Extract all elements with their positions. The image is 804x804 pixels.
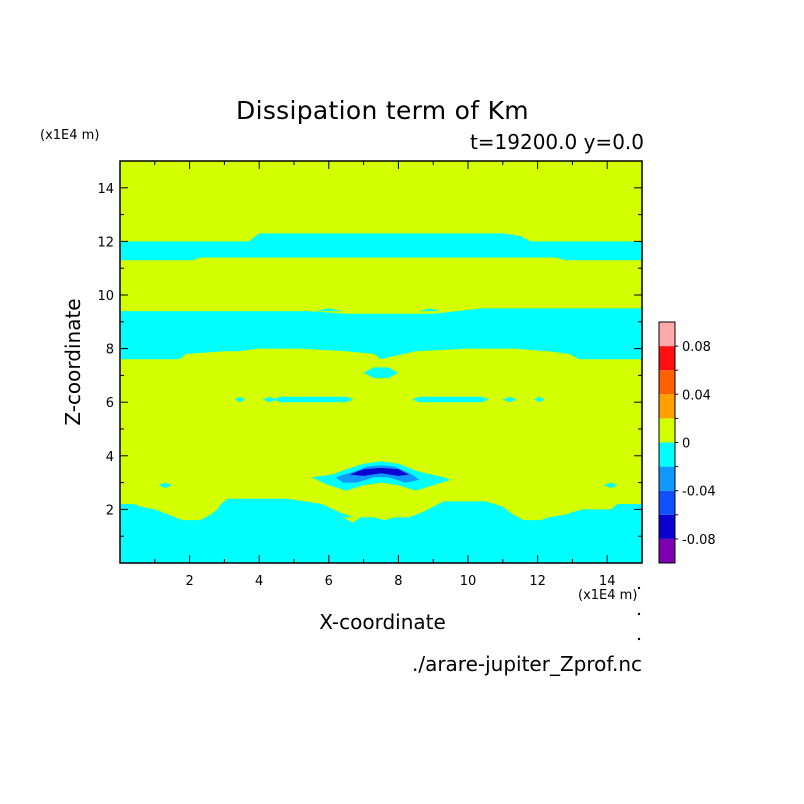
colorbar-label: 0.08 [682,340,711,355]
y-tick-label: 6 [106,396,114,411]
colorbar-label: 0.04 [682,388,711,403]
y-tick-label: 12 [97,235,114,250]
chart-title: Dissipation term of Km [236,96,529,125]
negative-patch [412,396,489,403]
colorbar-swatch [659,322,675,347]
x-tick-label: 14 [599,574,616,589]
negative-region-upper [120,233,642,261]
negative-patch [234,396,246,403]
marker-dot [637,612,641,616]
negative-patch [158,482,173,488]
colorbar-swatch [659,442,675,467]
chart-subtitle: t=19200.0 y=0.0 [469,130,644,154]
x-tick-label: 10 [460,574,477,589]
marker-dot [637,586,641,590]
negative-bump [314,308,343,312]
negative-patch [363,367,399,379]
x-tick-label: 6 [325,574,333,589]
negative-patch [603,482,618,488]
y-tick-label: 8 [106,343,114,358]
colorbar-swatch [659,370,675,395]
colorbar-swatch [659,514,675,539]
colorbar-label: 0 [682,437,690,452]
source-file-label: ./arare-jupiter_Zprof.nc [411,652,642,676]
negative-patch [273,396,354,403]
colorbar-swatch [659,538,675,563]
positive-pocket [374,517,395,521]
y-tick-label: 14 [97,182,114,197]
colorbar-label: -0.04 [682,485,716,500]
x-tick-label: 4 [255,574,263,589]
colorbar-swatch [659,346,675,371]
field-background [120,161,642,563]
negative-patch [262,396,277,403]
negative-patch [534,396,545,403]
minimum-core [349,467,409,476]
x-axis-unit: (x1E4 m) [578,588,638,603]
y-axis-unit: (x1E4 m) [40,128,100,143]
x-axis-label: X-coordinate [319,610,446,634]
marker-dot [637,637,641,641]
y-tick-label: 10 [97,289,114,304]
negative-bump [419,308,441,312]
x-tick-label: 8 [394,574,402,589]
negative-patch [502,396,517,403]
colorbar-swatch [659,394,675,419]
colorbar-swatch [659,466,675,491]
y-tick-label: 4 [106,450,114,465]
negative-region-lower [120,498,642,563]
y-tick-label: 2 [106,503,114,518]
colorbar-label: -0.08 [682,533,716,548]
positive-pocket [342,517,361,523]
x-tick-label: 2 [185,574,193,589]
colorbar-swatch [659,418,675,443]
colorbar-swatch [659,490,675,515]
negative-region-middle [120,308,642,360]
plot-frame [119,160,643,564]
x-tick-label: 12 [529,574,546,589]
